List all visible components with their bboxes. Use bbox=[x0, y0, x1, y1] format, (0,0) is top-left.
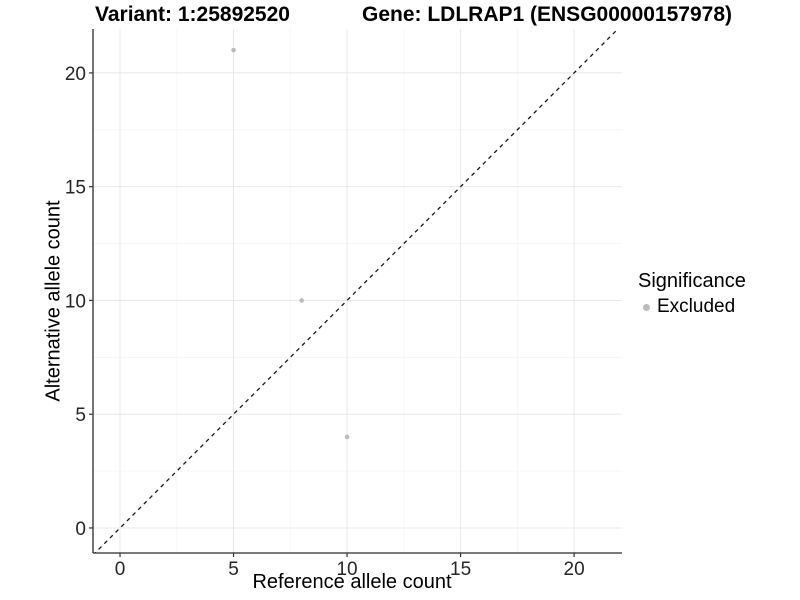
legend-item-excluded: Excluded bbox=[638, 296, 746, 318]
x-tick-label: 15 bbox=[450, 559, 471, 580]
legend-item-label: Excluded bbox=[657, 296, 736, 317]
y-tick-label: 5 bbox=[75, 405, 86, 426]
x-axis-title: Reference allele count bbox=[252, 571, 452, 593]
data-point bbox=[344, 434, 350, 440]
y-tick-label: 0 bbox=[75, 519, 86, 540]
legend-title: Significance bbox=[638, 270, 746, 292]
y-tick-label: 20 bbox=[65, 64, 86, 85]
y-axis-title: Alternative allele count bbox=[42, 200, 65, 402]
x-tick-label: 20 bbox=[564, 559, 585, 580]
x-tick-label: 5 bbox=[228, 559, 239, 580]
y-tick-label: 10 bbox=[65, 291, 86, 312]
x-tick-label: 0 bbox=[115, 559, 126, 580]
gene-title: Gene: LDLRAP1 (ENSG00000157978) bbox=[362, 3, 732, 26]
legend: Significance Excluded bbox=[638, 270, 746, 318]
x-tick-label: 10 bbox=[336, 559, 357, 580]
data-point bbox=[231, 47, 236, 53]
legend-key-dot-icon bbox=[643, 303, 650, 311]
y-tick-label: 15 bbox=[65, 178, 86, 199]
identity-dashed-line bbox=[94, 29, 619, 553]
variant-title: Variant: 1:25892520 bbox=[95, 3, 290, 26]
data-point bbox=[299, 298, 304, 303]
